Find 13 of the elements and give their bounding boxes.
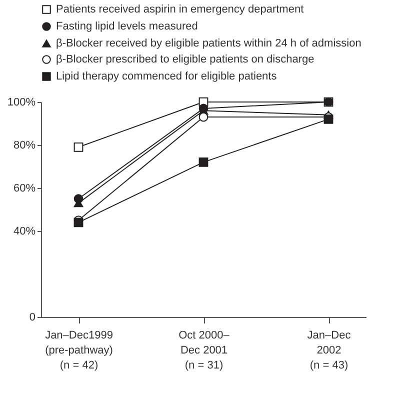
legend-label: β-Blocker prescribed to eligible patients on discharge (56, 54, 314, 66)
y-tick-label: 80% (13, 140, 36, 152)
x-tick-label: Jan–Dec1999 (pre-pathway) (n = 42) (45, 330, 113, 372)
y-tick-label: 40% (13, 226, 36, 238)
x-tick-label: Jan–Dec 2002 (n = 43) (307, 330, 352, 372)
y-tick-label: 0 (29, 312, 36, 324)
legend-label: β-Blocker received by eligible patients within 24 h of admission (56, 38, 362, 50)
legend-label: Lipid therapy commenced for eligible patients (56, 70, 278, 82)
y-tick-label: 100% (7, 96, 36, 108)
x-tick-label: Oct 2000– Dec 2001 (n = 31) (178, 330, 230, 372)
legend-label: Patients received aspirin in emergency department (56, 4, 304, 16)
legend-label: Fasting lipid levels measured (56, 20, 198, 32)
y-tick-label: 60% (13, 182, 36, 194)
